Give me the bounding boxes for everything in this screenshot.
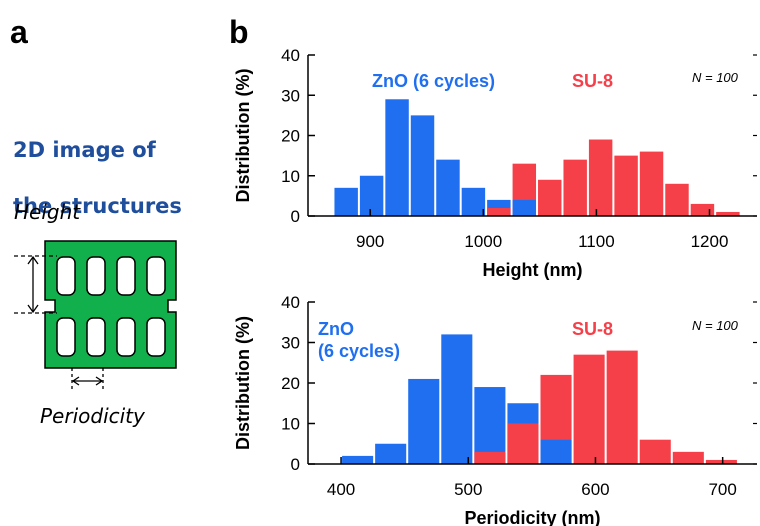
annotation: N = 100 [692,318,738,333]
x-tick-label: 500 [454,480,482,499]
x-tick-label: 1200 [691,232,729,251]
legend-label: SU-8 [572,319,614,339]
annotation: N = 100 [692,70,738,85]
y-tick-label: 30 [281,86,300,105]
periodicity-label: Periodicity [40,404,145,428]
histogram-bar [588,139,613,216]
histogram-bar [408,378,440,464]
histogram-bar [705,459,737,464]
y-tick-label: 30 [281,334,300,353]
y-tick-label: 40 [281,46,300,65]
histogram-bar [573,354,605,464]
x-tick-label: 400 [327,480,355,499]
hole [146,317,166,357]
histogram-bar [461,187,486,216]
histogram-bar [563,159,587,216]
hole [146,256,166,296]
x-axis-label: Height (nm) [483,260,583,280]
y-tick-label: 10 [281,415,300,434]
height-label: Height [14,200,81,224]
x-tick-label: 600 [581,480,609,499]
histogram-bar [538,179,562,216]
structure-body [44,240,177,369]
y-tick-label: 0 [291,455,300,474]
histogram-bar [507,423,539,464]
histogram-bar [665,183,689,216]
histogram-bar [359,175,384,216]
hole [56,317,76,357]
x-tick-label: 900 [356,232,384,251]
arrow-head [71,376,104,386]
legend-label: ZnO (6 cycles) [318,319,401,361]
histogram-bar [639,439,671,464]
histogram-bar [639,151,664,216]
histogram-bar [410,115,435,216]
histogram-bar [512,199,537,216]
histogram-bar [441,334,473,464]
histogram-bar [342,455,374,464]
hole [86,256,106,296]
hole [86,317,106,357]
panel-label: b [229,14,249,50]
histogram-bar [690,203,715,216]
histogram-bar [540,439,572,464]
histogram-bar [487,207,511,216]
hole [56,256,76,296]
arrow-head [27,255,39,314]
histogram-bar [614,155,638,216]
histogram-bar [436,159,460,216]
diagram-title: 2D image of the structures [13,108,182,248]
x-tick-label: 700 [708,480,736,499]
x-axis-label: Periodicity (nm) [464,508,600,526]
hole [116,256,136,296]
hole [116,317,136,357]
y-tick-label: 20 [281,374,300,393]
histogram-bar [474,387,506,464]
histogram-bar [375,443,407,464]
histogram-bar [474,451,506,464]
legend-label: ZnO (6 cycles) [372,71,496,91]
histogram-bar [672,451,704,464]
histogram-bar [334,187,358,216]
structure-diagram [14,240,177,392]
y-tick-label: 20 [281,127,300,146]
legend-label: SU-8 [572,71,614,91]
y-axis-label: Distribution (%) [233,69,253,203]
panel-label: a [10,14,28,50]
y-tick-label: 0 [291,207,300,226]
y-tick-label: 40 [281,293,300,312]
histogram-bar [385,99,409,216]
y-tick-label: 10 [281,167,300,186]
title-line: the structures [13,194,182,218]
histogram-bar [606,350,638,464]
histogram-bar [716,211,740,216]
x-tick-label: 1000 [464,232,502,251]
x-tick-label: 1100 [578,232,615,251]
y-axis-label: Distribution (%) [233,316,253,450]
title-line: 2D image of [13,138,156,162]
